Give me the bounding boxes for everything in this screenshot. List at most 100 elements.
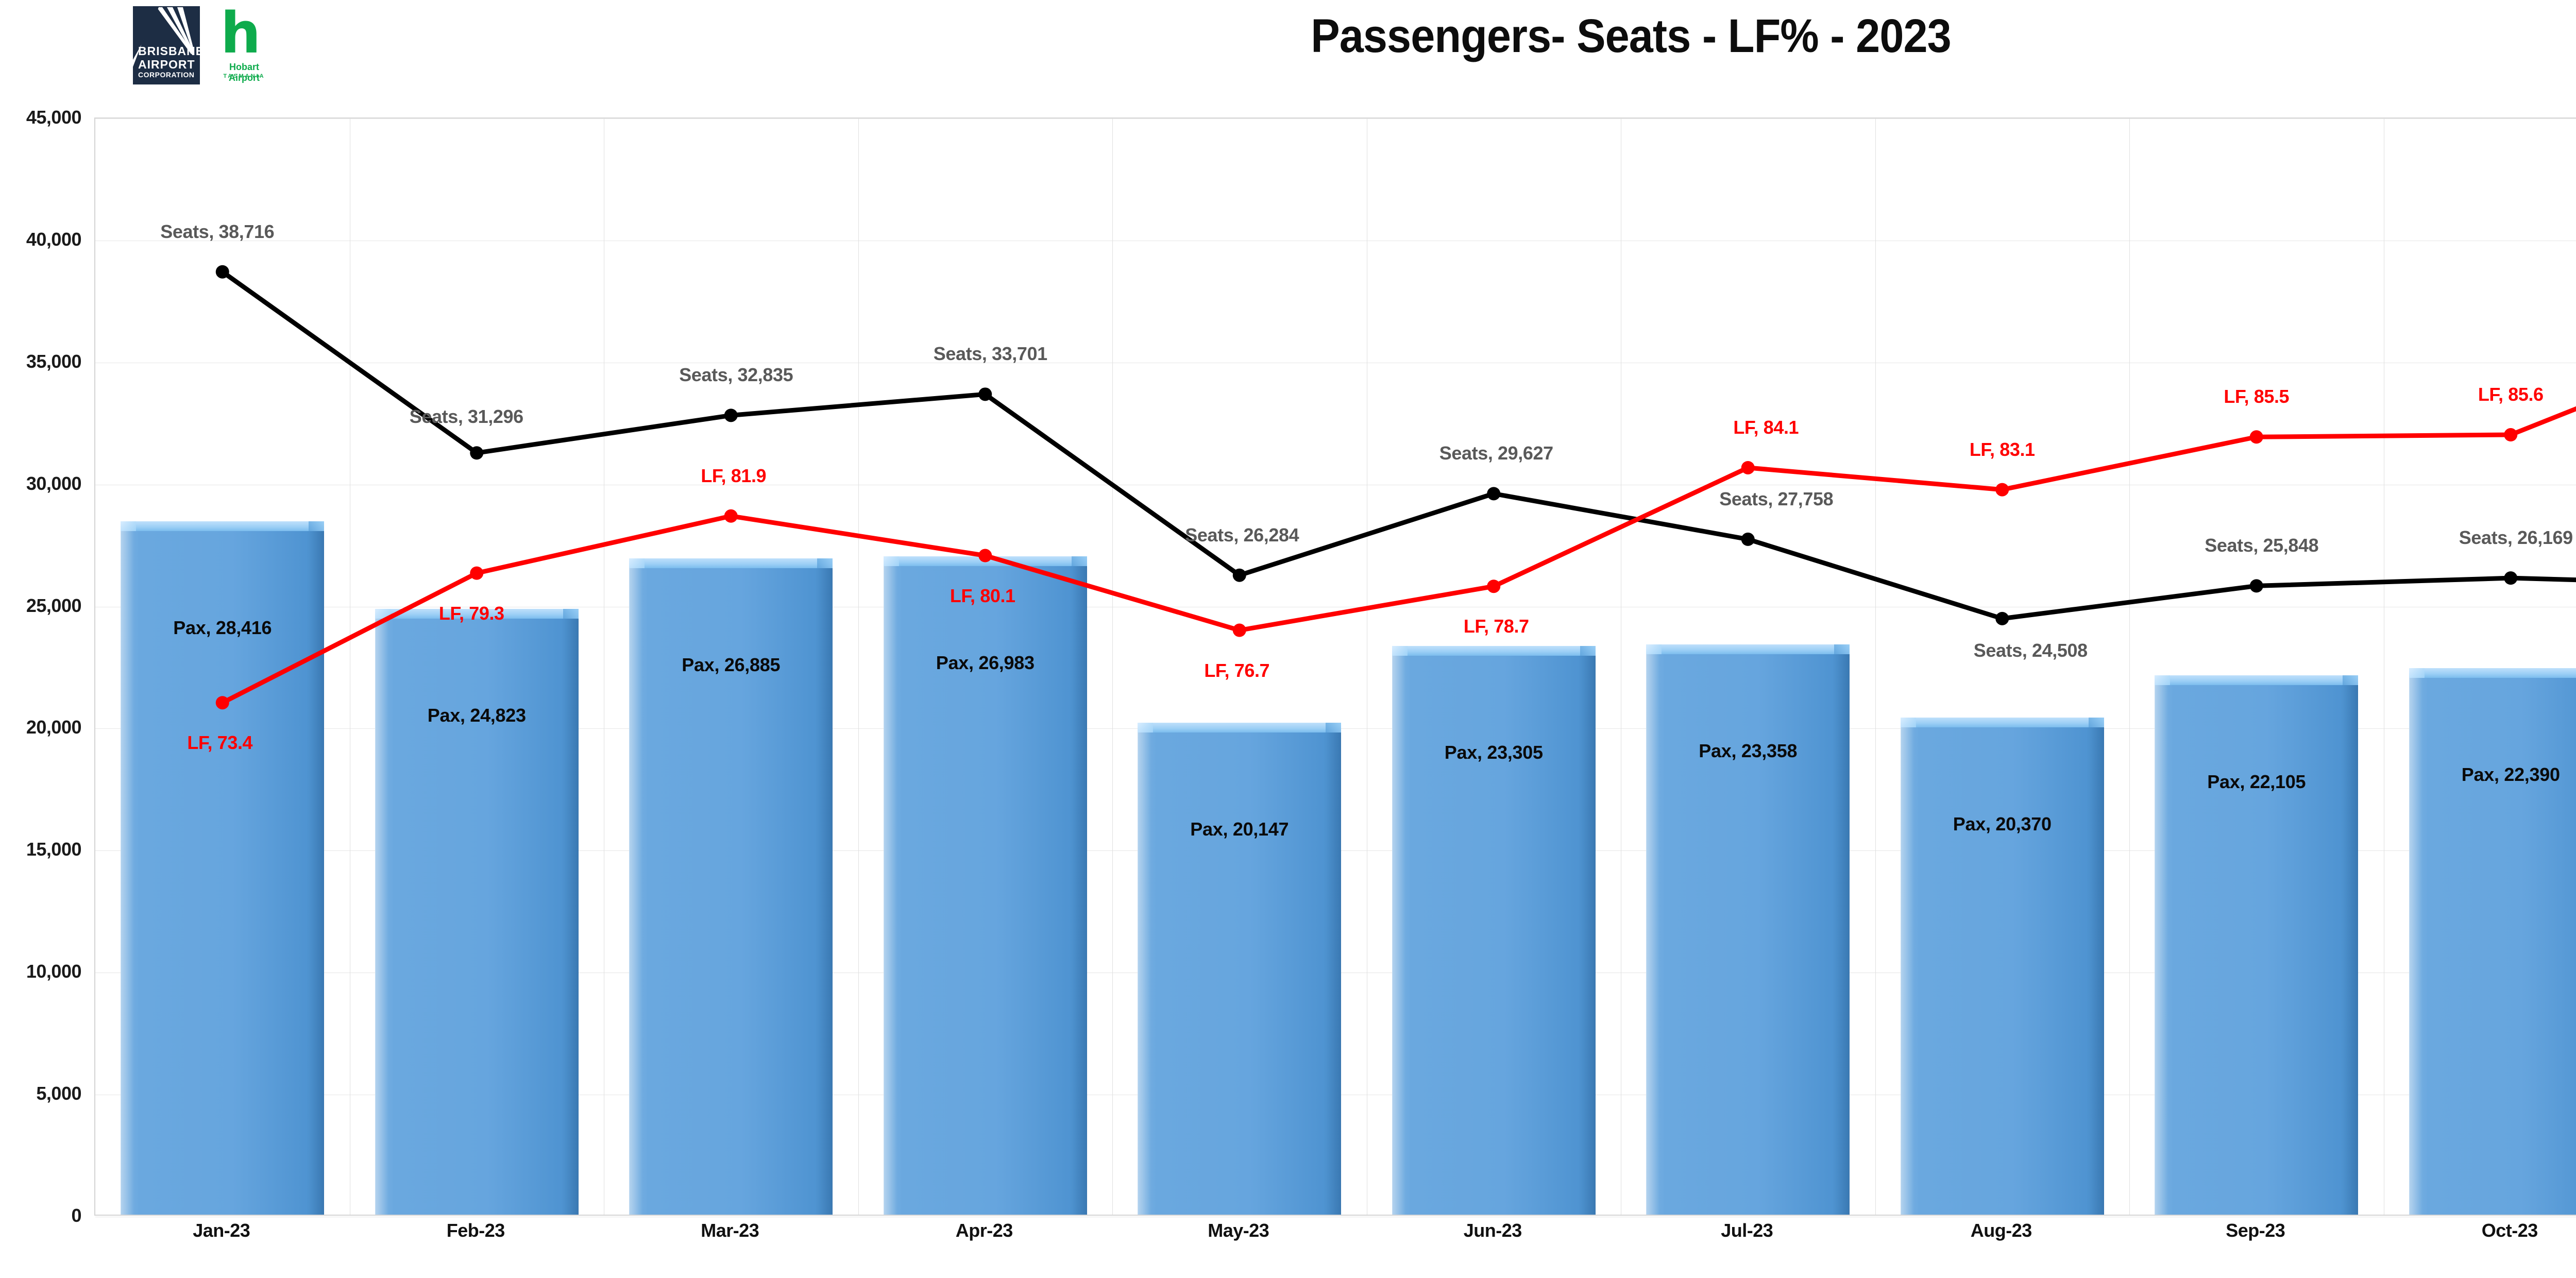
bar-jan-23[interactable] — [121, 521, 325, 1215]
bar-value-label: Pax, 23,305 — [1444, 741, 1543, 763]
bar-top-cap — [2409, 668, 2576, 678]
lf-marker[interactable] — [1995, 483, 2009, 497]
seats-value-label: Seats, 25,848 — [2205, 535, 2319, 556]
bar-top-cap-right — [309, 521, 325, 531]
bar-may-23[interactable] — [1138, 723, 1342, 1215]
bar-top-cap-right — [817, 558, 833, 569]
bar-top-cap-left — [1646, 644, 1662, 655]
seats-marker[interactable] — [1487, 487, 1501, 501]
bar-jun-23[interactable] — [1392, 645, 1596, 1215]
lf-marker[interactable] — [470, 566, 484, 580]
seats-marker[interactable] — [1995, 611, 2009, 625]
lf-marker[interactable] — [1487, 580, 1501, 593]
bar-face — [1392, 655, 1596, 1215]
y-axis-left: 0 5,000 10,000 15,000 20,000 25,000 30,000 35,0… — [0, 107, 88, 1226]
lf-marker[interactable] — [978, 549, 992, 563]
bar-face — [883, 565, 1087, 1215]
seats-marker[interactable] — [1232, 568, 1246, 582]
bar-top-cap-left — [375, 608, 391, 619]
y-axis-left-tick: 45,000 — [26, 107, 82, 128]
plot-area: Pax, 28,416 Pax, 24,823 Pax, 26,885 Pax, 26… — [94, 117, 2576, 1217]
bar-feb-23[interactable] — [375, 608, 579, 1215]
lf-line — [221, 406, 2576, 705]
bar-top-cap-left — [629, 558, 645, 569]
bar-mar-23[interactable] — [629, 558, 833, 1215]
bar-top-cap-left — [2409, 668, 2425, 678]
bar-aug-23[interactable] — [1900, 717, 2104, 1215]
x-axis-tick-feb-23: Feb-23 — [446, 1220, 505, 1241]
bar-value-label: Pax, 20,370 — [1953, 813, 2052, 834]
bar-top-cap — [1646, 644, 1850, 655]
lf-marker[interactable] — [724, 509, 738, 523]
seats-marker[interactable] — [215, 265, 229, 279]
seats-value-label: Seats, 26,284 — [1185, 524, 1299, 546]
bar-face — [1138, 732, 1342, 1215]
y-axis-left-tick: 20,000 — [26, 717, 82, 738]
bar-top-cap-left — [1900, 717, 1916, 727]
lf-value-label: LF, 73.4 — [187, 732, 253, 754]
bar-top-cap-right — [1326, 723, 1342, 733]
hobart-airport-logo: h Hobart Airport TASMANIA — [213, 0, 275, 84]
bar-apr-23[interactable] — [883, 556, 1087, 1215]
lf-value-label: LF, 76.7 — [1204, 659, 1270, 681]
bar-top-cap — [1392, 645, 1596, 656]
bar-highlight — [1646, 654, 1660, 1215]
y-axis-left-tick: 30,000 — [26, 472, 82, 494]
seats-marker[interactable] — [2504, 571, 2518, 585]
bar-top-cap — [629, 558, 833, 569]
seats-value-label: Seats, 24,508 — [1973, 639, 2088, 661]
brisbane-airport-logo-text: BRISBANE AIRPORT CORPORATION — [138, 44, 200, 79]
bar-oct-23[interactable] — [2409, 668, 2576, 1215]
seats-marker[interactable] — [978, 387, 992, 401]
seats-marker[interactable] — [470, 446, 484, 460]
lf-marker[interactable] — [2504, 428, 2518, 442]
seats-marker[interactable] — [2249, 579, 2263, 593]
bar-sep-23[interactable] — [2155, 675, 2359, 1215]
hobart-h-mark: h — [221, 0, 261, 66]
lf-marker[interactable] — [215, 696, 229, 710]
x-axis-tick-jun-23: Jun-23 — [1463, 1220, 1522, 1241]
lf-value-label: LF, 85.5 — [2224, 386, 2290, 407]
gridline-vertical — [858, 118, 859, 1215]
bar-face — [2155, 684, 2359, 1215]
seats-value-label: Seats, 33,701 — [933, 343, 1047, 365]
lf-marker[interactable] — [2249, 430, 2263, 444]
bac-line-1: BRISBANE — [138, 44, 200, 58]
bar-shadow — [2086, 726, 2104, 1215]
y-axis-left-tick: 0 — [71, 1205, 81, 1226]
lf-value-label: LF, 80.1 — [950, 585, 1015, 606]
bar-highlight — [883, 565, 897, 1215]
bar-jul-23[interactable] — [1646, 644, 1850, 1215]
bar-top-cap-left — [121, 521, 137, 531]
hobart-name: Hobart Airport — [229, 62, 260, 83]
bar-highlight — [2409, 677, 2422, 1215]
bar-value-label: Pax, 22,105 — [2207, 771, 2306, 792]
bar-highlight — [2155, 684, 2168, 1215]
lf-value-label: LF, 83.1 — [1969, 438, 2035, 460]
bar-top-cap-right — [2343, 675, 2359, 685]
bar-highlight — [629, 568, 643, 1215]
bar-highlight — [375, 618, 388, 1215]
bar-shadow — [1578, 655, 1596, 1215]
y-axis-left-tick: 10,000 — [26, 961, 82, 982]
gridline-vertical — [1875, 118, 1876, 1215]
bar-shadow — [307, 530, 325, 1215]
bar-top-cap-left — [1392, 645, 1408, 656]
bar-shadow — [1324, 732, 1342, 1215]
y-axis-left-tick: 25,000 — [26, 594, 82, 616]
bar-face — [1900, 726, 2104, 1215]
bar-value-label: Pax, 23,358 — [1699, 740, 1798, 762]
seats-marker[interactable] — [1741, 532, 1755, 546]
bar-highlight — [1138, 732, 1151, 1215]
gridline-vertical — [1112, 118, 1113, 1215]
bar-face — [2409, 677, 2576, 1215]
gridline-horizontal — [95, 118, 2576, 119]
bar-top-cap-right — [1071, 556, 1087, 566]
lf-value-label: LF, 81.9 — [701, 465, 767, 486]
y-axis-left-tick: 35,000 — [26, 350, 82, 372]
seats-marker[interactable] — [724, 408, 738, 422]
bac-line-3: CORPORATION — [138, 71, 195, 79]
lf-marker[interactable] — [1741, 461, 1755, 474]
lf-marker[interactable] — [1232, 623, 1246, 637]
bar-top-cap-right — [2088, 717, 2104, 727]
